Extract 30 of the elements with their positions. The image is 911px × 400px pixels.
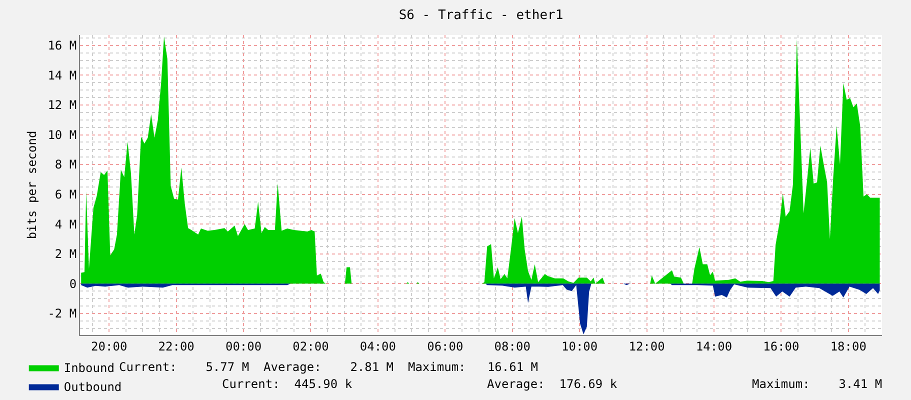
x-tick-label: 20:00 bbox=[91, 339, 128, 354]
y-axis-title: bits per second bbox=[24, 130, 39, 240]
text: Maximum: 3.41 M bbox=[752, 377, 882, 391]
y-tick-label: 8 M bbox=[54, 158, 77, 172]
x-tick-label: 22:00 bbox=[158, 339, 194, 354]
x-tick-label: 18:00 bbox=[830, 339, 866, 354]
chart-title: S6 - Traffic - ether1 bbox=[398, 8, 564, 24]
x-tick-label: 14:00 bbox=[696, 339, 732, 354]
y-tick-label: 6 M bbox=[54, 188, 77, 202]
x-tick-label: 16:00 bbox=[763, 339, 800, 354]
y-tick-label: 12 M bbox=[48, 98, 77, 112]
x-tick-label: 00:00 bbox=[225, 339, 262, 354]
x-tick-label: 06:00 bbox=[427, 339, 464, 354]
legend-label: Inbound bbox=[64, 360, 114, 375]
y-tick-label: 10 M bbox=[48, 128, 77, 142]
y-tick-label: 2 M bbox=[54, 247, 77, 262]
x-tick-label: 08:00 bbox=[494, 339, 530, 354]
x-tick-label: 04:00 bbox=[360, 339, 396, 354]
y-tick-label: 14 M bbox=[48, 68, 77, 82]
text: Current: 445.90 k bbox=[222, 377, 353, 391]
x-tick-label: 02:00 bbox=[292, 339, 329, 354]
x-tick-label: 12:00 bbox=[628, 339, 665, 354]
x-tick-label: 10:00 bbox=[562, 339, 598, 354]
y-tick-label: 0 bbox=[69, 276, 77, 291]
y-tick-label: 16 M bbox=[48, 38, 77, 53]
text: Average: 176.69 k bbox=[487, 377, 618, 391]
y-tick-label: -2 M bbox=[48, 306, 77, 321]
y-tick-label: 4 M bbox=[54, 217, 77, 232]
legend-label: Outbound bbox=[64, 380, 122, 394]
text: Current: 5.77 M Average: 2.81 M Maximum: 16.61 M bbox=[119, 360, 538, 374]
